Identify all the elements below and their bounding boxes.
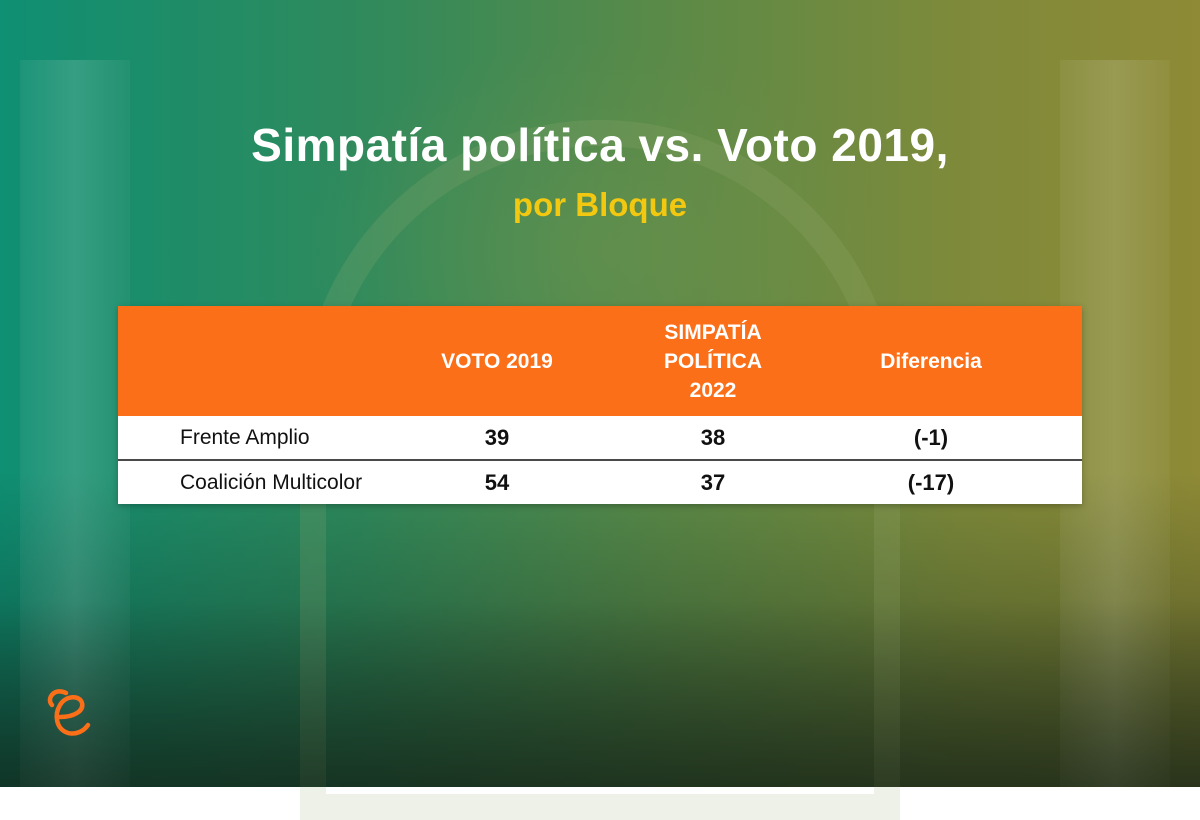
- header-simpatia-line1: SIMPATÍA: [664, 320, 762, 344]
- table-row: Coalición Multicolor 54 37 (-17): [118, 461, 1082, 504]
- background-floor: [0, 600, 1200, 787]
- header-diferencia: Diferencia: [880, 349, 982, 373]
- chart-subtitle: por Bloque: [512, 186, 688, 223]
- row-diferencia: (-17): [907, 469, 955, 495]
- row-voto-2019: 39: [484, 424, 510, 450]
- row-voto-2019: 54: [484, 469, 510, 495]
- header-simpatia-politica-2022: SIMPATÍA POLÍTICA 2022: [586, 318, 840, 405]
- header-simpatia-line3: 2022: [689, 378, 737, 402]
- table-row: Frente Amplio 39 38 (-1): [118, 416, 1082, 461]
- row-simpatia-2022: 38: [700, 424, 726, 450]
- header-voto-2019: VOTO 2019: [441, 349, 553, 373]
- chart-title: Simpatía política vs. Voto 2019,: [251, 119, 949, 171]
- data-table: VOTO 2019 SIMPATÍA POLÍTICA 2022 Diferen…: [118, 306, 1082, 504]
- header-simpatia-line2: POLÍTICA: [664, 349, 762, 373]
- row-simpatia-2022: 37: [700, 469, 726, 495]
- row-name: Frente Amplio: [180, 425, 310, 449]
- row-name: Coalición Multicolor: [180, 470, 363, 494]
- e-logo-icon: [47, 689, 91, 736]
- row-diferencia: (-1): [913, 424, 949, 450]
- table-header: VOTO 2019 SIMPATÍA POLÍTICA 2022 Diferen…: [118, 306, 1082, 416]
